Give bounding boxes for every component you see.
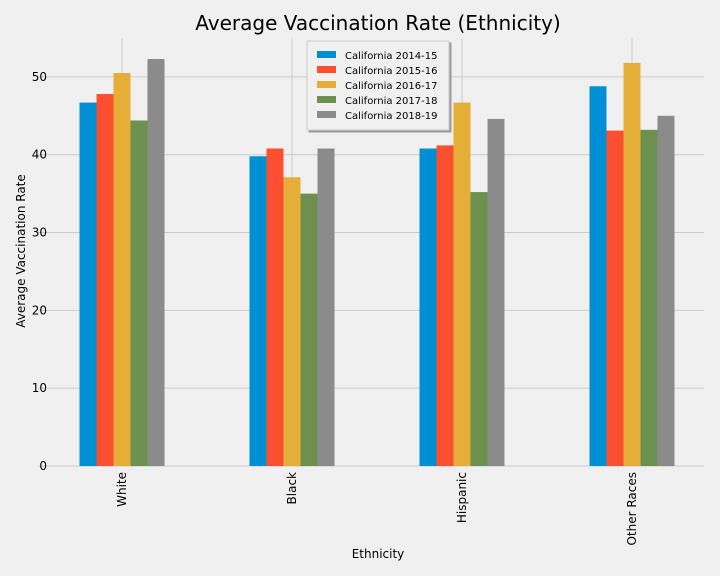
x-tick-label: Hispanic — [455, 472, 469, 523]
bar — [147, 59, 165, 466]
bar — [623, 62, 641, 466]
legend-entry: California 2016-17 — [345, 81, 437, 92]
y-tick-label: 40 — [32, 148, 47, 162]
bars — [79, 59, 675, 467]
legend-entry: California 2017-18 — [345, 96, 437, 107]
bar — [283, 177, 301, 466]
legend-swatch — [317, 51, 336, 58]
bar — [606, 130, 624, 466]
x-tick-labels: White Black Hispanic Other Races — [115, 472, 639, 546]
legend-swatch — [317, 111, 336, 118]
chart-title: Average Vaccination Rate (Ethnicity) — [195, 11, 560, 35]
x-axis-label: Ethnicity — [352, 547, 405, 561]
legend-entry: California 2018-19 — [345, 111, 437, 122]
bar — [317, 148, 335, 466]
legend-swatch — [317, 66, 336, 73]
bar — [470, 192, 488, 466]
bar — [487, 118, 505, 466]
x-tick-label: Other Races — [625, 472, 639, 546]
legend-swatch — [317, 96, 336, 103]
legend-entry: California 2015-16 — [345, 66, 437, 77]
legend-entry: California 2014-15 — [345, 51, 437, 62]
y-tick-label: 0 — [39, 459, 47, 473]
legend-swatch — [317, 81, 336, 88]
x-tick-label: Black — [285, 472, 299, 505]
bar — [640, 129, 658, 467]
bar — [300, 193, 318, 467]
bar — [249, 156, 267, 466]
bar — [130, 120, 148, 466]
bar — [589, 86, 607, 466]
y-tick-labels: 0 10 20 30 40 50 — [32, 70, 47, 473]
y-tick-label: 30 — [32, 226, 47, 240]
y-tick-label: 50 — [32, 70, 47, 84]
y-axis-label: Average Vaccination Rate — [14, 174, 28, 328]
bar — [113, 73, 131, 466]
bar — [436, 145, 454, 466]
bar — [96, 94, 114, 467]
bar — [79, 102, 97, 467]
bar — [453, 102, 471, 467]
y-tick-label: 10 — [32, 381, 47, 395]
bar — [657, 115, 675, 467]
x-tick-label: White — [115, 472, 129, 507]
bar — [266, 148, 284, 466]
legend: California 2014-15 California 2015-16 Cali… — [306, 40, 450, 131]
bar — [419, 148, 437, 466]
y-tick-label: 20 — [32, 303, 47, 317]
